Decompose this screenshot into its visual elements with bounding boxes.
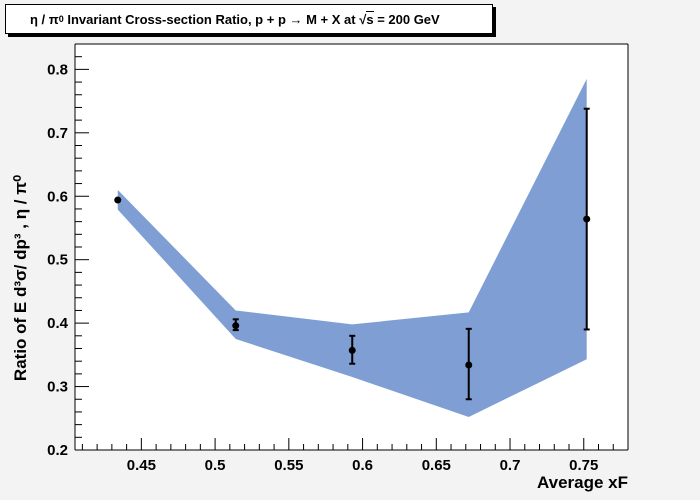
title-prefix-sup: 0: [58, 14, 64, 24]
x-tick-label-4: 0.65: [422, 457, 451, 474]
x-axis-label: Average xF: [537, 473, 628, 492]
y-axis-label: Ratio of E d³σ/ dp³ , η / π⁰: [11, 175, 30, 381]
x-tick-label-5: 0.7: [500, 457, 521, 474]
data-point-0: [114, 196, 122, 204]
data-points: [114, 196, 591, 369]
title-sqrt-symbol: √: [359, 11, 367, 27]
y-tick-label-2: 0.4: [47, 315, 69, 332]
data-point-3: [465, 361, 473, 369]
x-tick-label-2: 0.55: [274, 457, 303, 474]
y-tick-label-4: 0.6: [47, 188, 68, 205]
data-point-2: [348, 346, 356, 354]
y-tick-label-1: 0.3: [47, 379, 68, 396]
title-suffix: = 200 GeV: [373, 11, 440, 27]
x-tick-label-3: 0.6: [352, 457, 373, 474]
y-tick-label-6: 0.8: [47, 61, 68, 78]
y-tick-label-3: 0.5: [47, 252, 68, 269]
x-tick-label-1: 0.5: [205, 457, 226, 474]
y-tick-label-5: 0.7: [47, 125, 68, 142]
x-tick-label-6: 0.75: [569, 457, 598, 474]
y-tick-label-0: 0.2: [47, 442, 68, 459]
title-sqrt-arg: s: [366, 10, 374, 27]
title-prefix: η / π: [30, 11, 59, 27]
x-tick-label-0: 0.45: [127, 457, 156, 474]
y-axis: 0.2 0.3 0.4 0.5 0.6 0.7 0.8: [47, 43, 89, 459]
data-point-1: [232, 322, 240, 330]
title-main: Invariant Cross-section Ratio, p + p → M…: [63, 11, 360, 27]
data-point-4: [583, 215, 591, 223]
x-axis: 0.45 0.5 0.55 0.6 0.65 0.7 0.75: [75, 438, 629, 474]
